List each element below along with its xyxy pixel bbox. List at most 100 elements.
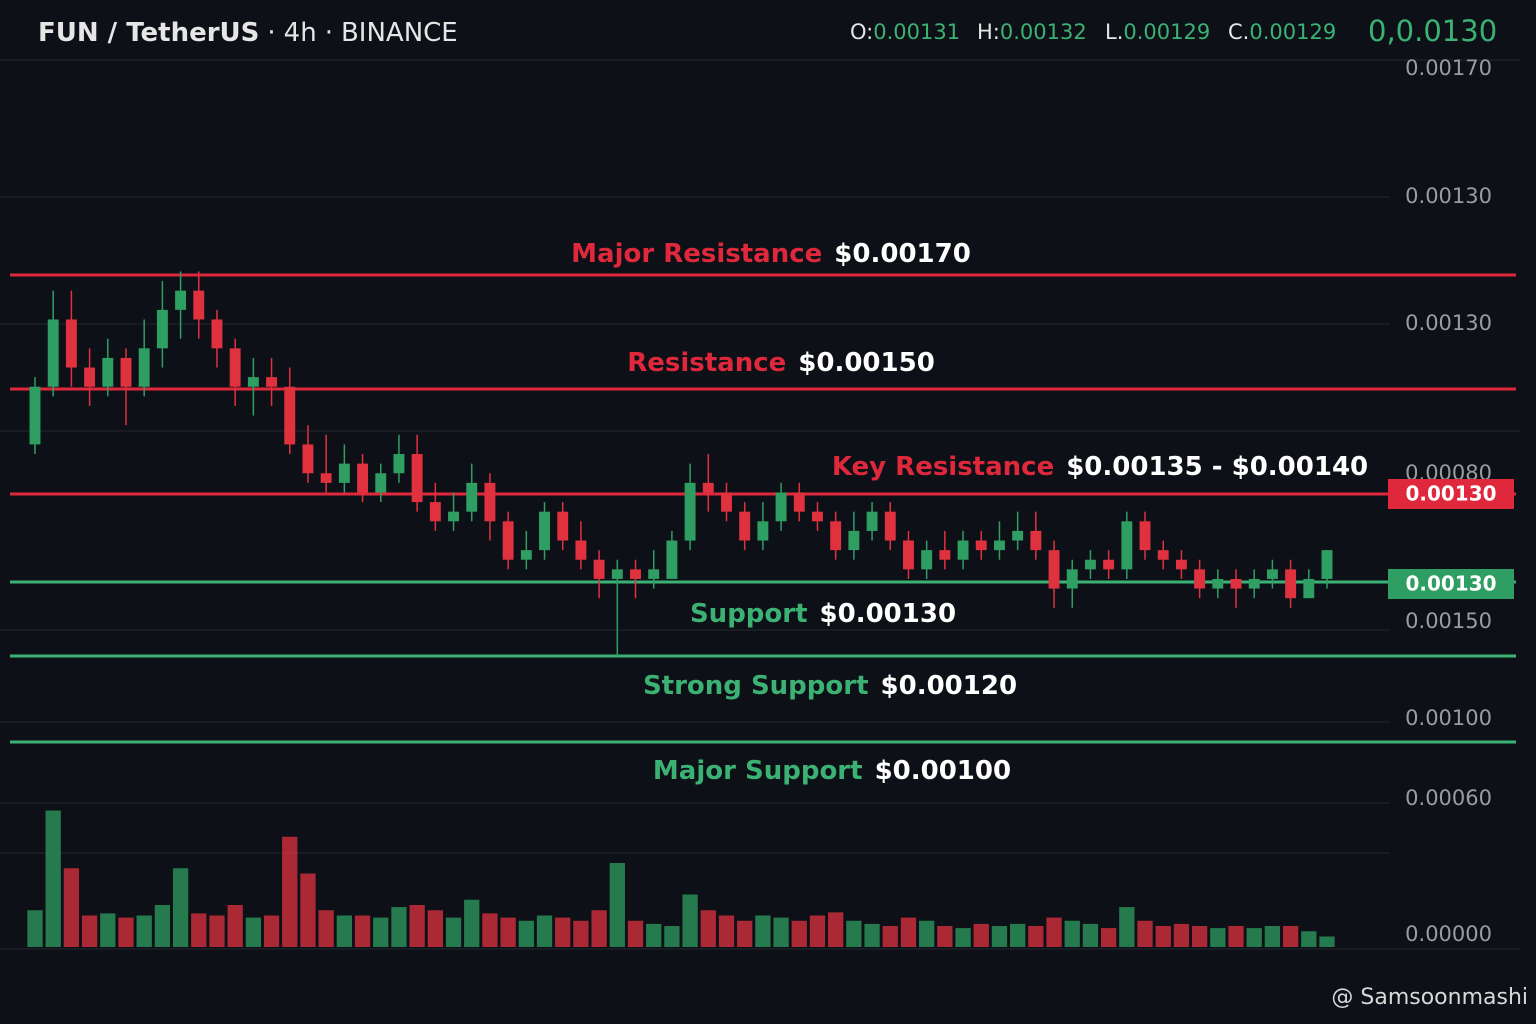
candle-body: [1030, 530, 1042, 551]
candle-body: [557, 511, 569, 541]
candle-body: [1303, 578, 1315, 599]
price-tag: [1388, 569, 1514, 599]
level-price: $0.00120: [881, 671, 1018, 701]
volume-bar: [591, 910, 607, 947]
volume-bar: [536, 915, 553, 947]
grid: [0, 59, 1520, 950]
candle-body: [448, 511, 459, 522]
volume-bar: [573, 920, 589, 947]
watermark: @ Samsoonmashi: [1331, 985, 1528, 1010]
volume-bar: [464, 899, 480, 947]
volume-bar: [100, 913, 116, 947]
levels: Major Resistance $0.00170 Resistance $0.001…: [10, 239, 1516, 786]
candle-body: [666, 540, 678, 579]
candle-body: [702, 482, 714, 493]
candle-body: [1103, 559, 1115, 570]
ohlc-key: L.: [1105, 20, 1123, 44]
candle-body: [630, 569, 641, 579]
candle-body: [484, 482, 496, 522]
volume-bar: [300, 873, 316, 947]
candle-body: [429, 502, 441, 522]
candle-body: [338, 463, 350, 483]
volume-bar: [1119, 907, 1135, 947]
volume-bar: [118, 917, 134, 947]
volume-bar: [81, 915, 98, 947]
volume-bar: [1137, 920, 1153, 947]
level-name: Key Resistance: [832, 452, 1054, 482]
candle-body: [739, 511, 751, 541]
candle-body: [84, 367, 96, 387]
volume-bar: [318, 910, 334, 947]
price-tag-label: 0.00130: [1405, 572, 1496, 596]
level-price: $0.00170: [834, 239, 971, 269]
level-label: Resistance $0.00150: [627, 348, 935, 378]
level-price: $0.00100: [875, 756, 1012, 786]
candle-body: [939, 550, 951, 560]
candle-body: [320, 473, 332, 483]
volume-bar: [282, 836, 298, 947]
volume-bar: [791, 920, 807, 947]
level-name: Resistance: [627, 348, 786, 378]
volume-bar: [1319, 936, 1335, 947]
volume-bar: [1010, 923, 1026, 947]
volume-bar: [937, 926, 953, 947]
price-axis-label: 0.00130: [1405, 311, 1492, 335]
ohlc-item: L.0.00129: [1105, 20, 1210, 44]
volume-bar: [718, 915, 735, 947]
candle-body: [593, 559, 605, 579]
volume-bar: [900, 917, 917, 947]
volume-bar: [1191, 926, 1208, 947]
candle-body: [211, 319, 223, 349]
ohlc: O:0.00131 H:0.00132 L.0.00129 C.0.00129: [850, 20, 1336, 44]
volume-bar: [627, 920, 644, 947]
level-price: $0.00135 - $0.00140: [1066, 452, 1368, 482]
candle-body: [539, 511, 550, 551]
candle-body: [193, 290, 205, 320]
volume-bar: [991, 926, 1008, 947]
level-name: Major Resistance: [571, 239, 822, 269]
candle-body: [1066, 569, 1078, 589]
price-axis-label: 0.00150: [1405, 609, 1492, 633]
level-name: Major Support: [653, 756, 863, 786]
level-name: Support: [690, 599, 808, 629]
volume-bar: [227, 905, 243, 947]
volume-bar: [172, 868, 189, 947]
candle-body: [284, 386, 296, 445]
candle-body: [47, 319, 59, 387]
level-price: $0.00130: [820, 599, 957, 629]
candle-body: [793, 492, 805, 512]
candle-body: [775, 492, 787, 522]
volume-bar: [1028, 926, 1044, 947]
volume-bar: [700, 910, 716, 947]
volume-bar: [682, 894, 698, 947]
price-axis-label: 0.00000: [1405, 922, 1492, 946]
candle-body: [1321, 550, 1333, 579]
volume-bar: [1210, 928, 1226, 947]
level-price: $0.00150: [798, 348, 935, 378]
volume-bar: [864, 923, 880, 947]
ohlc-value: 0.00131: [873, 20, 960, 44]
header: FUN / TetherUS · 4h · BINANCE: [38, 18, 458, 48]
candle-body: [29, 386, 41, 445]
candle-body: [266, 377, 278, 387]
candle-body: [884, 511, 896, 541]
volume-bar: [354, 915, 371, 947]
volume-bar: [955, 928, 971, 947]
volume-bar: [191, 913, 207, 947]
candle-body: [375, 473, 387, 493]
ohlc-item: O:0.00131: [850, 20, 960, 44]
volume-bar: [1228, 926, 1244, 947]
candle-body: [1266, 569, 1278, 579]
price-axis-label: 0.00060: [1405, 786, 1492, 810]
candle-body: [1248, 578, 1260, 589]
volume-bar: [154, 905, 171, 947]
volume-bar: [445, 917, 462, 947]
volume-bar: [27, 910, 43, 947]
volume-bar: [919, 920, 935, 947]
volume-bar: [737, 920, 753, 947]
candle-body: [393, 454, 405, 474]
level-label: Major Support $0.00100: [653, 756, 1011, 786]
volume-bar: [482, 913, 498, 947]
